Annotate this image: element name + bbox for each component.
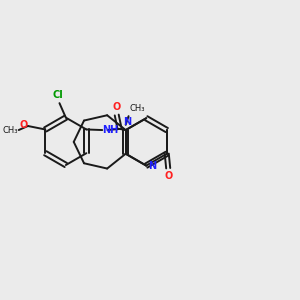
- Text: CH₃: CH₃: [129, 104, 145, 113]
- Text: O: O: [112, 102, 120, 112]
- Text: NH: NH: [103, 125, 119, 135]
- Text: O: O: [19, 120, 27, 130]
- Text: O: O: [164, 171, 172, 181]
- Text: N: N: [148, 160, 156, 171]
- Text: N: N: [123, 117, 131, 127]
- Text: Cl: Cl: [53, 90, 64, 100]
- Text: CH₃: CH₃: [2, 126, 18, 135]
